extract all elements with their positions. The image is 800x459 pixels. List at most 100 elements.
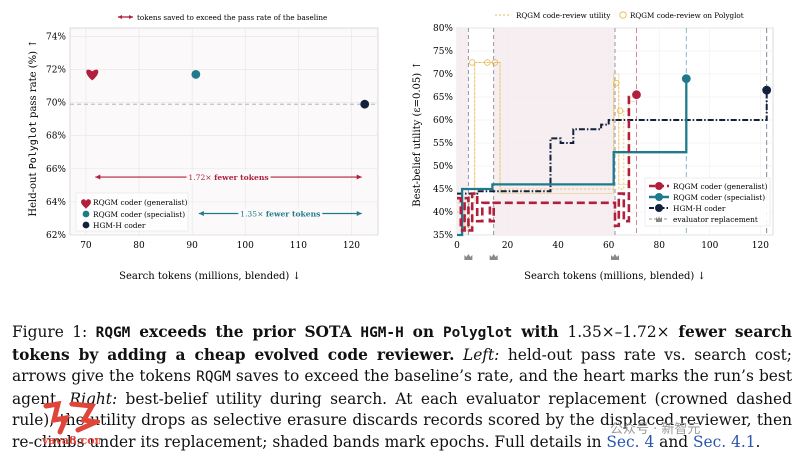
right-legend: RQGM coder (generalist) RQGM coder (spec…: [644, 177, 771, 227]
series-end-marker: [762, 85, 772, 95]
caption-bold-hgm: HGM-H: [360, 325, 404, 341]
epoch-band: [493, 28, 615, 235]
annotation-bg: [186, 171, 271, 183]
y-tick-label: 70%: [46, 99, 66, 109]
account-watermark: 公众号 · 新智元: [610, 422, 701, 437]
epoch-band: [457, 28, 469, 235]
legend-hgm-dot: [82, 221, 90, 229]
code-review-point: [491, 59, 499, 66]
x-tick-label: 20: [502, 241, 514, 251]
y-tick-label: 74%: [46, 32, 66, 42]
generalist-line: [457, 95, 637, 232]
y-tick-label: 80%: [433, 24, 453, 34]
y-tick-label: 70%: [433, 70, 453, 80]
x-tick-label: 90: [186, 241, 198, 251]
left-y-axis-label: Held-out Polyglot pass rate (%) ↑: [28, 39, 39, 216]
annotation-bg: [238, 207, 323, 219]
figure-caption: Figure 1: RQGM exceeds the prior SOTA HG…: [12, 322, 792, 453]
specialist-point: [191, 69, 201, 79]
caption-and: and: [654, 432, 693, 451]
left-legend: RQGM coder (generalist) RQGM coder (spec…: [75, 192, 189, 232]
x-tick-label: 110: [290, 241, 307, 251]
y-tick-label: 50%: [433, 162, 453, 172]
caption-right-text: best-belief utility during search. At ea…: [12, 389, 792, 451]
caption-left-mono: RQGM: [196, 369, 231, 385]
site-watermark: vava8.com: [40, 398, 107, 448]
crown-icon: [464, 254, 473, 260]
y-tick-label: 72%: [46, 65, 66, 75]
x-tick-label: 60: [603, 241, 615, 251]
code-review-point: [484, 59, 491, 66]
crown-icon: [611, 254, 619, 260]
y-tick-label: 55%: [433, 139, 453, 149]
x-tick-label: 80: [654, 241, 666, 251]
arrow-head-left: [198, 210, 204, 216]
caption-bold-rqgm: RQGM: [95, 325, 131, 341]
right-x-axis-label: Search tokens (millions, blended) ↓: [524, 271, 706, 282]
code-review-point: [468, 59, 476, 66]
y-tick-label: 40%: [433, 208, 453, 218]
caption-bold-with: with: [512, 323, 568, 341]
caption-bold-rest: fewer search tokens by adding a cheap ev…: [12, 323, 792, 364]
arrow-head-right: [356, 210, 362, 216]
caption-bold-text: exceeds the prior SOTA: [130, 323, 361, 341]
hgm-line: [457, 90, 768, 195]
left-legend-specialist: RQGM coder (specialist): [93, 210, 185, 219]
series-end-marker: [681, 74, 691, 83]
section-4-1-link[interactable]: Sec. 4.1: [692, 432, 756, 451]
right-top-legend: RQGM code-review utility RQGM code-revie…: [495, 11, 744, 20]
right-chart: RQGM code-review utility RQGM code-revie…: [412, 11, 774, 282]
x-tick-label: 120: [752, 241, 769, 251]
y-tick-label: 62%: [46, 231, 66, 241]
x-tick-label: 0: [454, 241, 460, 251]
left-x-axis-label: Search tokens (millions, blended) ↓: [119, 271, 301, 282]
series-end-marker: [632, 90, 641, 100]
code-review-point: [616, 107, 624, 114]
left-legend-generalist: RQGM coder (generalist): [93, 198, 188, 207]
left-chart: tokens saved to exceed the pass rate of …: [28, 13, 379, 282]
crown-icon: [656, 216, 662, 222]
caption-ratio: 1.35×–1.72×: [567, 323, 670, 341]
hgm-point: [360, 99, 370, 109]
arrow-head-right: [356, 174, 362, 180]
caption-left-text: held-out pass rate vs. search cost; arro…: [12, 345, 792, 386]
left-top-legend: tokens saved to exceed the pass rate of …: [118, 13, 327, 22]
legend-specialist-dot: [82, 210, 90, 218]
section-4-link[interactable]: Sec. 4: [606, 432, 655, 451]
annotation-label: 1.35× fewer tokens: [240, 209, 320, 218]
logo-icon: [43, 400, 71, 435]
annotation-label: 1.72× fewer tokens: [188, 173, 268, 182]
left-top-legend-label: tokens saved to exceed the pass rate of …: [137, 13, 327, 22]
arrow-head-left: [95, 174, 101, 180]
heart-icon: [81, 199, 91, 209]
caption-bold-polyglot: Polyglot: [443, 325, 513, 341]
caption-bold-on: on: [403, 323, 443, 341]
x-tick-label: 120: [343, 241, 360, 251]
right-legend-generalist: RQGM coder (generalist): [673, 182, 768, 191]
crown-icon: [489, 254, 498, 260]
code-review-point: [613, 79, 620, 87]
right-legend-specialist: RQGM coder (specialist): [673, 193, 765, 202]
x-tick-label: 70: [80, 241, 92, 251]
y-tick-label: 64%: [46, 198, 66, 208]
right-top-legend-polyglot: RQGM code-review on Polyglot: [630, 11, 744, 20]
y-tick-label: 66%: [46, 165, 66, 175]
caption-left-label: Left:: [462, 345, 500, 364]
y-tick-label: 45%: [433, 185, 453, 195]
y-tick-label: 35%: [433, 231, 453, 241]
x-tick-label: 80: [133, 241, 145, 251]
x-tick-label: 40: [552, 241, 564, 251]
watermark-site: vava8.com: [41, 434, 100, 447]
right-top-legend-utility: RQGM code-review utility: [516, 11, 611, 20]
y-tick-label: 65%: [433, 93, 453, 103]
caption-label: Figure 1:: [12, 323, 96, 341]
x-tick-label: 100: [701, 241, 718, 251]
left-legend-hgm: HGM-H coder: [93, 221, 146, 230]
y-tick-label: 75%: [433, 47, 453, 57]
y-tick-label: 68%: [46, 132, 66, 142]
right-legend-evaluator: evaluator replacement: [673, 215, 758, 224]
code-review-utility-line: [457, 62, 637, 231]
x-tick-label: 100: [237, 241, 254, 251]
y-tick-label: 60%: [433, 116, 453, 126]
generalist-point-heart: [86, 69, 99, 81]
